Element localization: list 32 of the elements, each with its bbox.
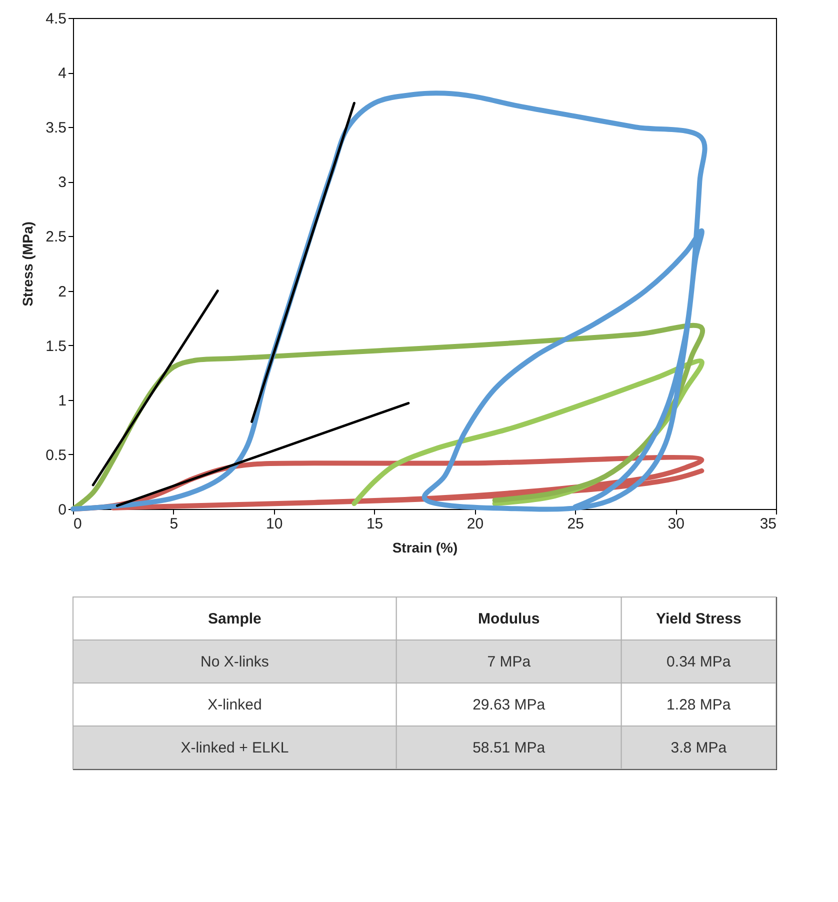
x-tick-label: 20 [466,516,484,532]
text: 29.63 MPa [472,696,546,714]
category-label: X-linked [208,696,262,714]
y-tick-label: 2 [58,283,66,300]
text: 0.34 MPa [666,654,731,670]
x-tick-label: 5 [170,516,178,532]
category-label: No X-links [200,654,269,670]
y-tick-label: 0.5 [46,446,66,464]
y-tick-label: 3 [58,174,66,192]
x-tick-label: 0 [74,516,82,532]
text: Sample [208,610,262,628]
y-tick-label: 4.5 [46,10,66,28]
text: 58.51 MPa [472,740,546,756]
y-tick-label: 4 [58,65,66,82]
y-tick-label: 3.5 [46,120,66,137]
y-tick-label: 1 [58,392,66,410]
x-tick-label: 15 [366,516,384,532]
x-tick-label: 25 [567,516,584,532]
x-tick-label: 30 [668,516,684,532]
category-label: Yield Stress [656,610,742,628]
x-tick-label: 35 [760,516,776,532]
y-tick-label: 1.5 [46,338,66,355]
category-label: Modulus [478,610,540,628]
x-tick-label: 10 [266,516,283,532]
category-label: X-linked + ELKL [180,740,289,756]
y-tick-label: 0 [58,502,66,518]
text: 1.28 MPa [666,696,731,714]
text: 3.8 MPa [670,740,727,756]
text: 7 MPa [487,654,531,670]
x-axis-title: Strain (%) [392,540,458,556]
y-axis-title: Stress (MPa) [20,222,36,306]
y-tick-label: 2.5 [46,228,66,246]
